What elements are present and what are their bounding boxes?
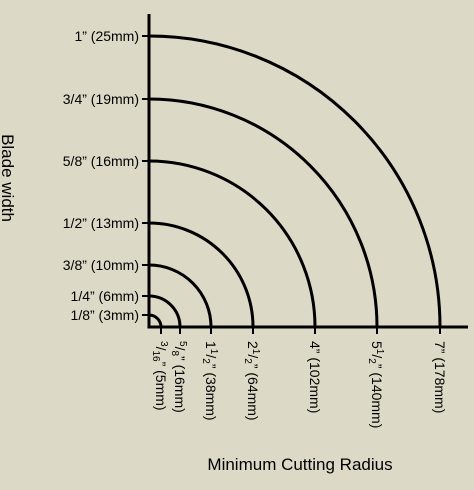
y-tick-labels: 1/8” (3mm) 1/4” (6mm) 3/8” (10mm) 1/2” (13m… [63, 28, 139, 323]
svg-text:7” (178mm): 7” (178mm) [432, 341, 448, 413]
radius-arc-7 [148, 34, 442, 328]
x-tick-label: 51/2” (140mm) [366, 341, 385, 428]
radius-arc-5 [148, 159, 317, 328]
radius-arcs [148, 34, 442, 328]
svg-text:51/2” (140mm): 51/2” (140mm) [366, 341, 385, 428]
x-tick-label: 5/8” (16mm) [169, 341, 188, 413]
y-tick-label: 1” (25mm) [74, 28, 139, 44]
x-tick-label: 21/2” (64mm) [242, 341, 261, 421]
y-tick-label: 3/4” (19mm) [63, 91, 139, 107]
x-tick-labels: 3/16” (5mm)5/8” (16mm) 11/2” (38mm) 21/2” … [150, 341, 448, 428]
y-axis-title: Blade width [0, 134, 17, 222]
svg-text:5/8” (16mm): 5/8” (16mm) [169, 341, 188, 413]
svg-text:4” (102mm): 4” (102mm) [307, 341, 323, 413]
x-tick-label: 11/2” (38mm) [200, 341, 219, 421]
y-tick-label: 5/8” (16mm) [63, 153, 139, 169]
y-tick-label: 1/8” (3mm) [71, 307, 139, 323]
radius-arc-1 [148, 313, 163, 328]
y-tick-label: 1/4” (6mm) [71, 288, 139, 304]
svg-text:11/2” (38mm): 11/2” (38mm) [200, 341, 219, 421]
radius-arc-4 [148, 221, 255, 328]
y-tick-label: 1/2” (13mm) [63, 215, 139, 231]
svg-text:3/16” (5mm): 3/16” (5mm) [150, 341, 169, 411]
x-tick-label: 4” (102mm) [307, 341, 323, 413]
radius-arc-3 [148, 263, 213, 328]
x-tick-label: 3/16” (5mm) [150, 341, 169, 411]
radius-arc-2 [148, 294, 182, 328]
tick-marks [142, 35, 441, 334]
y-tick-label: 3/8” (10mm) [63, 257, 139, 273]
radius-arc-6 [148, 97, 379, 328]
svg-text:21/2” (64mm): 21/2” (64mm) [242, 341, 261, 421]
x-tick-label: 7” (178mm) [432, 341, 448, 413]
x-axis-title: Minimum Cutting Radius [207, 455, 392, 474]
